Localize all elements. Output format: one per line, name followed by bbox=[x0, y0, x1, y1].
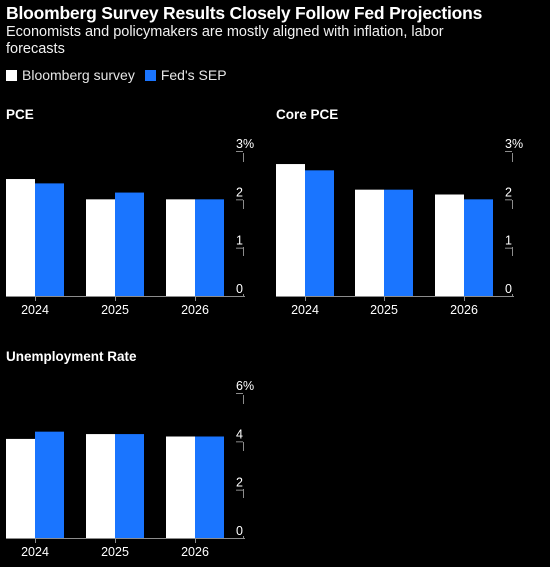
x-tick-label-pce: 2026 bbox=[181, 303, 209, 317]
legend-label-fed: Fed's SEP bbox=[160, 67, 227, 83]
x-tick-label-unemployment: 2025 bbox=[101, 545, 129, 559]
bar-pce-fed-2024 bbox=[35, 183, 64, 296]
bar-pce-fed-2026 bbox=[195, 199, 224, 296]
y-tick-label-unemployment: 0 bbox=[236, 524, 243, 538]
x-tick-label-pce: 2025 bbox=[101, 303, 129, 317]
y-tick-label-pce: 1 bbox=[236, 234, 243, 248]
panel-title-core-pce: Core PCE bbox=[276, 107, 339, 122]
legend: Bloomberg survey Fed's SEP bbox=[6, 67, 237, 83]
panel-title-pce: PCE bbox=[6, 107, 34, 122]
x-tick-label-unemployment: 2026 bbox=[181, 545, 209, 559]
bar-unemployment-bloomberg-2026 bbox=[166, 436, 195, 538]
bar-core-pce-fed-2026 bbox=[464, 199, 493, 296]
y-tick-label-unemployment: 6% bbox=[236, 379, 254, 393]
bar-unemployment-bloomberg-2024 bbox=[6, 438, 35, 538]
legend-swatch-fed bbox=[144, 69, 156, 81]
legend-item-fed: Fed's SEP bbox=[144, 67, 227, 83]
bar-core-pce-bloomberg-2026 bbox=[435, 194, 464, 296]
legend-label-bloomberg: Bloomberg survey bbox=[22, 67, 135, 83]
bar-pce-bloomberg-2025 bbox=[86, 199, 115, 296]
bar-unemployment-fed-2024 bbox=[35, 431, 64, 538]
bar-unemployment-bloomberg-2025 bbox=[86, 434, 115, 538]
y-tick-label-core-pce: 2 bbox=[505, 185, 512, 199]
bar-core-pce-bloomberg-2025 bbox=[355, 189, 384, 296]
legend-item-bloomberg: Bloomberg survey bbox=[6, 67, 135, 83]
y-tick-label-core-pce: 3% bbox=[505, 137, 523, 151]
chart-title: Bloomberg Survey Results Closely Follow … bbox=[6, 3, 483, 23]
legend-swatch-bloomberg bbox=[6, 69, 17, 81]
y-tick-label-core-pce: 1 bbox=[505, 234, 512, 248]
y-tick-label-pce: 3% bbox=[236, 137, 254, 151]
bar-unemployment-fed-2026 bbox=[195, 436, 224, 538]
y-tick-label-pce: 2 bbox=[236, 185, 243, 199]
y-tick-label-unemployment: 2 bbox=[236, 476, 243, 490]
y-tick-label-unemployment: 4 bbox=[236, 427, 243, 441]
bar-pce-bloomberg-2026 bbox=[166, 199, 195, 296]
bar-pce-bloomberg-2024 bbox=[6, 179, 35, 296]
x-tick-label-core-pce: 2025 bbox=[370, 303, 398, 317]
bar-core-pce-fed-2025 bbox=[384, 189, 413, 296]
x-tick-label-unemployment: 2024 bbox=[21, 545, 49, 559]
y-tick-label-core-pce: 0 bbox=[505, 282, 512, 296]
panel-title-unemployment: Unemployment Rate bbox=[6, 349, 137, 364]
bar-unemployment-fed-2025 bbox=[115, 434, 144, 538]
x-tick-label-pce: 2024 bbox=[21, 303, 49, 317]
bar-core-pce-bloomberg-2024 bbox=[276, 164, 305, 296]
chart-subtitle: Economists and policymakers are mostly a… bbox=[6, 24, 444, 57]
x-tick-label-core-pce: 2026 bbox=[450, 303, 478, 317]
x-tick-label-core-pce: 2024 bbox=[291, 303, 319, 317]
y-tick-label-pce: 0 bbox=[236, 282, 243, 296]
bar-pce-fed-2025 bbox=[115, 192, 144, 296]
bar-core-pce-fed-2024 bbox=[305, 170, 334, 296]
